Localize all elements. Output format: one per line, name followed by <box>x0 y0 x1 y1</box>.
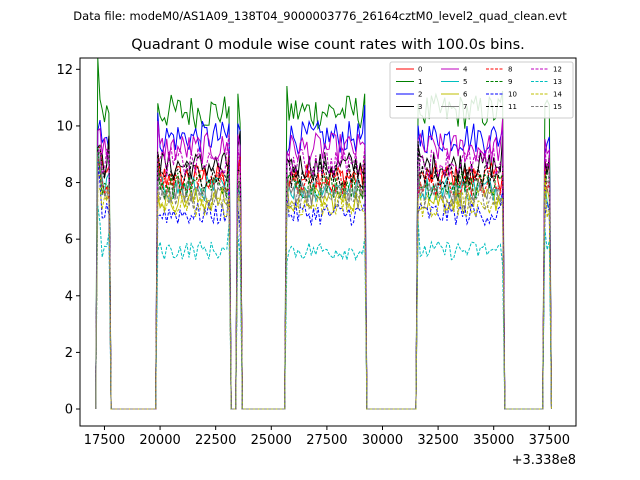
x-tick-label: 30000 <box>362 433 403 448</box>
series-line-0 <box>95 146 552 410</box>
series-line-4 <box>95 119 552 410</box>
legend-label-14: 14 <box>553 91 562 99</box>
x-axis: 17500 20000 22500 25000 27500 30000 32500 35000… <box>84 426 570 448</box>
legend-label-12: 12 <box>553 66 562 74</box>
y-tick-label: 0 <box>65 403 73 418</box>
y-axis: 0 2 4 6 8 10 12 <box>56 63 80 418</box>
series-line-12 <box>95 133 552 410</box>
chart-title: Quadrant 0 module wise count rates with … <box>131 37 525 53</box>
legend-label-7: 7 <box>463 103 467 111</box>
y-tick-label: 6 <box>65 233 73 248</box>
suptitle: Data file: modeM0/AS1A09_138T04_90000037… <box>73 9 567 23</box>
plot-frame <box>79 57 577 427</box>
series-layer <box>95 58 552 410</box>
y-tick-label: 2 <box>65 346 73 361</box>
legend-label-3: 3 <box>418 103 422 111</box>
x-tick-label: 37500 <box>529 433 570 448</box>
x-tick-label: 20000 <box>139 433 180 448</box>
x-offset-label: +3.338e8 <box>512 453 576 468</box>
legend-label-6: 6 <box>463 91 468 99</box>
x-tick-label: 35000 <box>473 433 514 448</box>
legend-label-2: 2 <box>418 91 422 99</box>
legend-label-4: 4 <box>463 66 468 74</box>
legend-box <box>389 61 574 119</box>
x-tick-label: 32500 <box>417 433 458 448</box>
legend-label-1: 1 <box>418 78 422 86</box>
series-line-10 <box>95 161 552 410</box>
y-tick-label: 8 <box>65 176 73 191</box>
legend-label-0: 0 <box>418 66 422 74</box>
series-line-11 <box>95 138 552 410</box>
legend-label-15: 15 <box>553 103 562 111</box>
x-tick-label: 22500 <box>195 433 236 448</box>
x-tick-label: 17500 <box>84 433 125 448</box>
legend-label-11: 11 <box>508 103 517 111</box>
legend-label-8: 8 <box>508 66 512 74</box>
legend-label-9: 9 <box>508 78 512 86</box>
legend-label-10: 10 <box>508 91 517 99</box>
x-tick-label: 25000 <box>251 433 292 448</box>
series-line-13 <box>95 205 552 410</box>
x-tick-label: 27500 <box>306 433 347 448</box>
legend-label-5: 5 <box>463 78 467 86</box>
legend-label-13: 13 <box>553 78 562 86</box>
y-tick-label: 10 <box>56 119 73 134</box>
series-line-2 <box>95 104 552 410</box>
y-tick-label: 4 <box>65 289 73 304</box>
y-tick-label: 12 <box>56 63 73 78</box>
series-line-15 <box>95 155 552 410</box>
series-line-14 <box>95 174 552 410</box>
series-line-9 <box>95 147 552 410</box>
